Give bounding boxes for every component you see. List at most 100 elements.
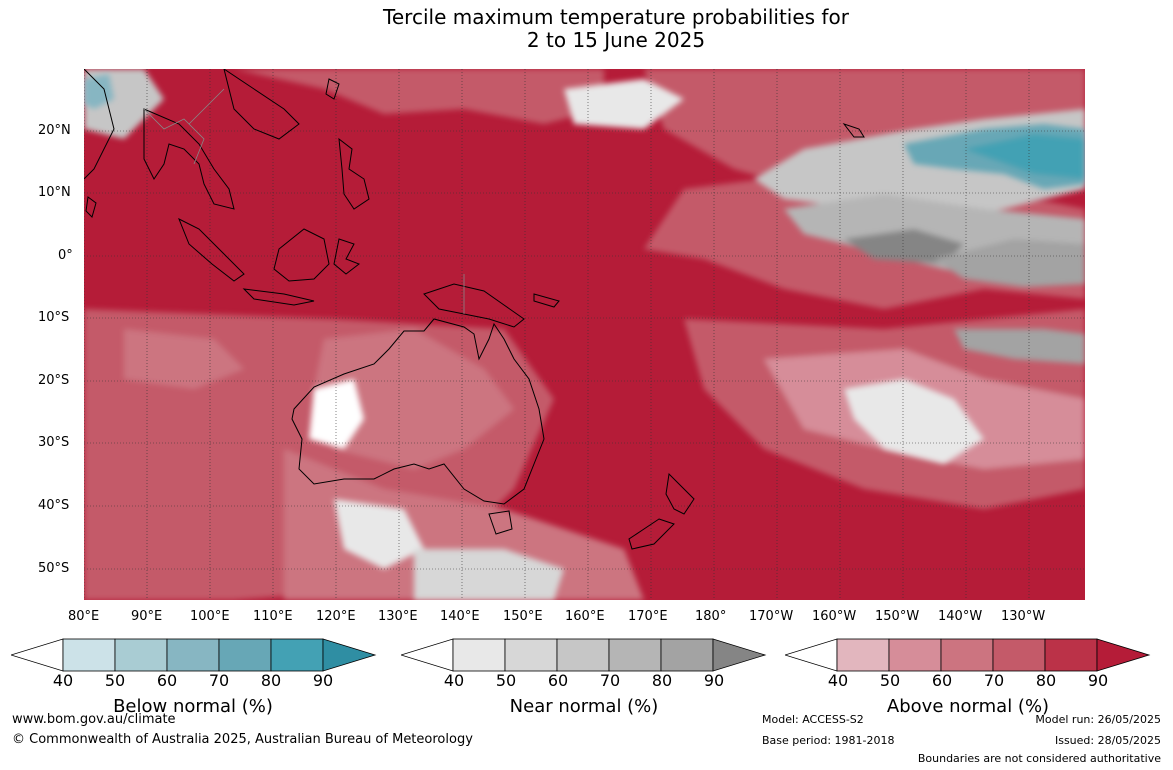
above-colorbar-segment [940,638,994,672]
above-tick-80: 80 [1035,671,1057,690]
java-coastline [242,288,315,306]
below-tick-60: 60 [156,671,178,690]
issued-date: Issued: 28/05/2025 [1054,734,1161,747]
lon-label-80e: 80°E [68,609,100,624]
near-normal-label: Near normal (%) [509,696,659,717]
below-colorbar-segment [218,638,272,672]
above-normal-colorbar [785,638,1151,672]
new-zealand-coastline [628,472,695,550]
above-normal-label: Above normal (%) [886,696,1050,717]
probability-map [83,67,1085,600]
map-title-line1: Tercile maximum temperature probabilitie… [383,5,849,29]
taiwan-coastline [325,78,340,100]
coastlines [83,67,865,550]
lon-label-160w: 160°W [812,609,857,624]
near-colorbar-segment [608,638,662,672]
china-coastline [223,67,300,140]
above-colorbar-segment [836,638,890,672]
lon-label-180: 180° [695,609,727,624]
below-colorbar-segment [166,638,220,672]
tasmania-coastline [488,510,513,535]
lat-label-30s: 30°S [38,435,70,450]
base-period: Base period: 1981-2018 [762,734,895,747]
india-coastline [83,68,115,180]
lat-label-20s: 20°S [38,373,70,388]
near-tick-70: 70 [599,671,621,690]
below-normal-label: Below normal (%) [113,696,273,717]
lon-label-160e: 160°E [565,609,605,624]
near-colorbar-lower-extend [401,638,454,672]
hawaii-coastline [842,123,865,138]
website-url: www.bom.gov.au/climate [12,712,176,727]
philippines-coastline [338,137,370,210]
near-tick-50: 50 [495,671,517,690]
lat-label-0: 0° [58,248,73,263]
below-tick-80: 80 [260,671,282,690]
near-colorbar-segment [660,638,714,672]
above-colorbar-segment [1044,638,1098,672]
australia-coastline [291,318,545,505]
lon-label-170w: 170°W [749,609,794,624]
near-colorbar-segment [452,638,506,672]
model-run-date: Model run: 26/05/2025 [1035,713,1161,726]
lat-label-10s: 10°S [38,310,70,325]
below-normal-patches [84,74,1085,189]
near-tick-90: 90 [703,671,725,690]
sri-lanka-coastline [85,196,97,218]
lon-label-140w: 140°W [938,609,983,624]
copyright-notice: © Commonwealth of Australia 2025, Austra… [12,732,473,747]
below-colorbar-segment [62,638,116,672]
below-colorbar-lower-extend [11,638,64,672]
lon-label-170e: 170°E [628,609,668,624]
below-colorbar-segment [114,638,168,672]
sumatra-coastline [178,217,245,282]
lon-label-110e: 110°E [253,609,293,624]
se-asia-coastline [143,108,235,210]
borneo-coastline [273,228,330,282]
below-tick-90: 90 [312,671,334,690]
lon-label-90e: 90°E [131,609,163,624]
new-guinea-coastline [423,283,525,328]
below-tick-70: 70 [208,671,230,690]
lat-label-50s: 50°S [38,561,70,576]
near-colorbar-segment [556,638,610,672]
near-tick-60: 60 [547,671,569,690]
above-tick-90: 90 [1087,671,1109,690]
lat-label-40s: 40°S [38,498,70,513]
lon-label-120e: 120°E [316,609,356,624]
sulawesi-coastline [333,238,361,275]
map-title-line2: 2 to 15 June 2025 [526,28,706,52]
lon-label-140e: 140°E [440,609,480,624]
lat-label-20n: 20°N [38,123,71,138]
above-colorbar-lower-extend [785,638,838,672]
graticule [83,69,1085,600]
above-colorbar-segment [992,638,1046,672]
lon-label-150w: 150°W [875,609,920,624]
above-tick-40: 40 [827,671,849,690]
map-canvas [83,67,1085,600]
lon-label-130w: 130°W [1001,609,1046,624]
boundaries-disclaimer: Boundaries are not considered authoritat… [917,752,1161,765]
above-tick-50: 50 [879,671,901,690]
solomon-coastline [533,293,560,308]
lon-label-100e: 100°E [190,609,230,624]
near-tick-80: 80 [651,671,673,690]
above-colorbar-segment [888,638,942,672]
below-colorbar-upper-extend [322,638,377,672]
lon-label-130e: 130°E [378,609,418,624]
above-tick-70: 70 [983,671,1005,690]
near-tick-40: 40 [443,671,465,690]
country-borders [143,88,465,314]
near-normal-colorbar [401,638,767,672]
above-colorbar-upper-extend [1096,638,1151,672]
near-colorbar-segment [504,638,558,672]
below-normal-colorbar [11,638,377,672]
near-colorbar-upper-extend [712,638,767,672]
lat-label-10n: 10°N [38,185,71,200]
model-info: Model: ACCESS-S2 [762,713,864,726]
above-tick-60: 60 [931,671,953,690]
below-tick-40: 40 [52,671,74,690]
below-colorbar-segment [270,638,324,672]
lon-label-150e: 150°E [503,609,543,624]
below-tick-50: 50 [104,671,126,690]
